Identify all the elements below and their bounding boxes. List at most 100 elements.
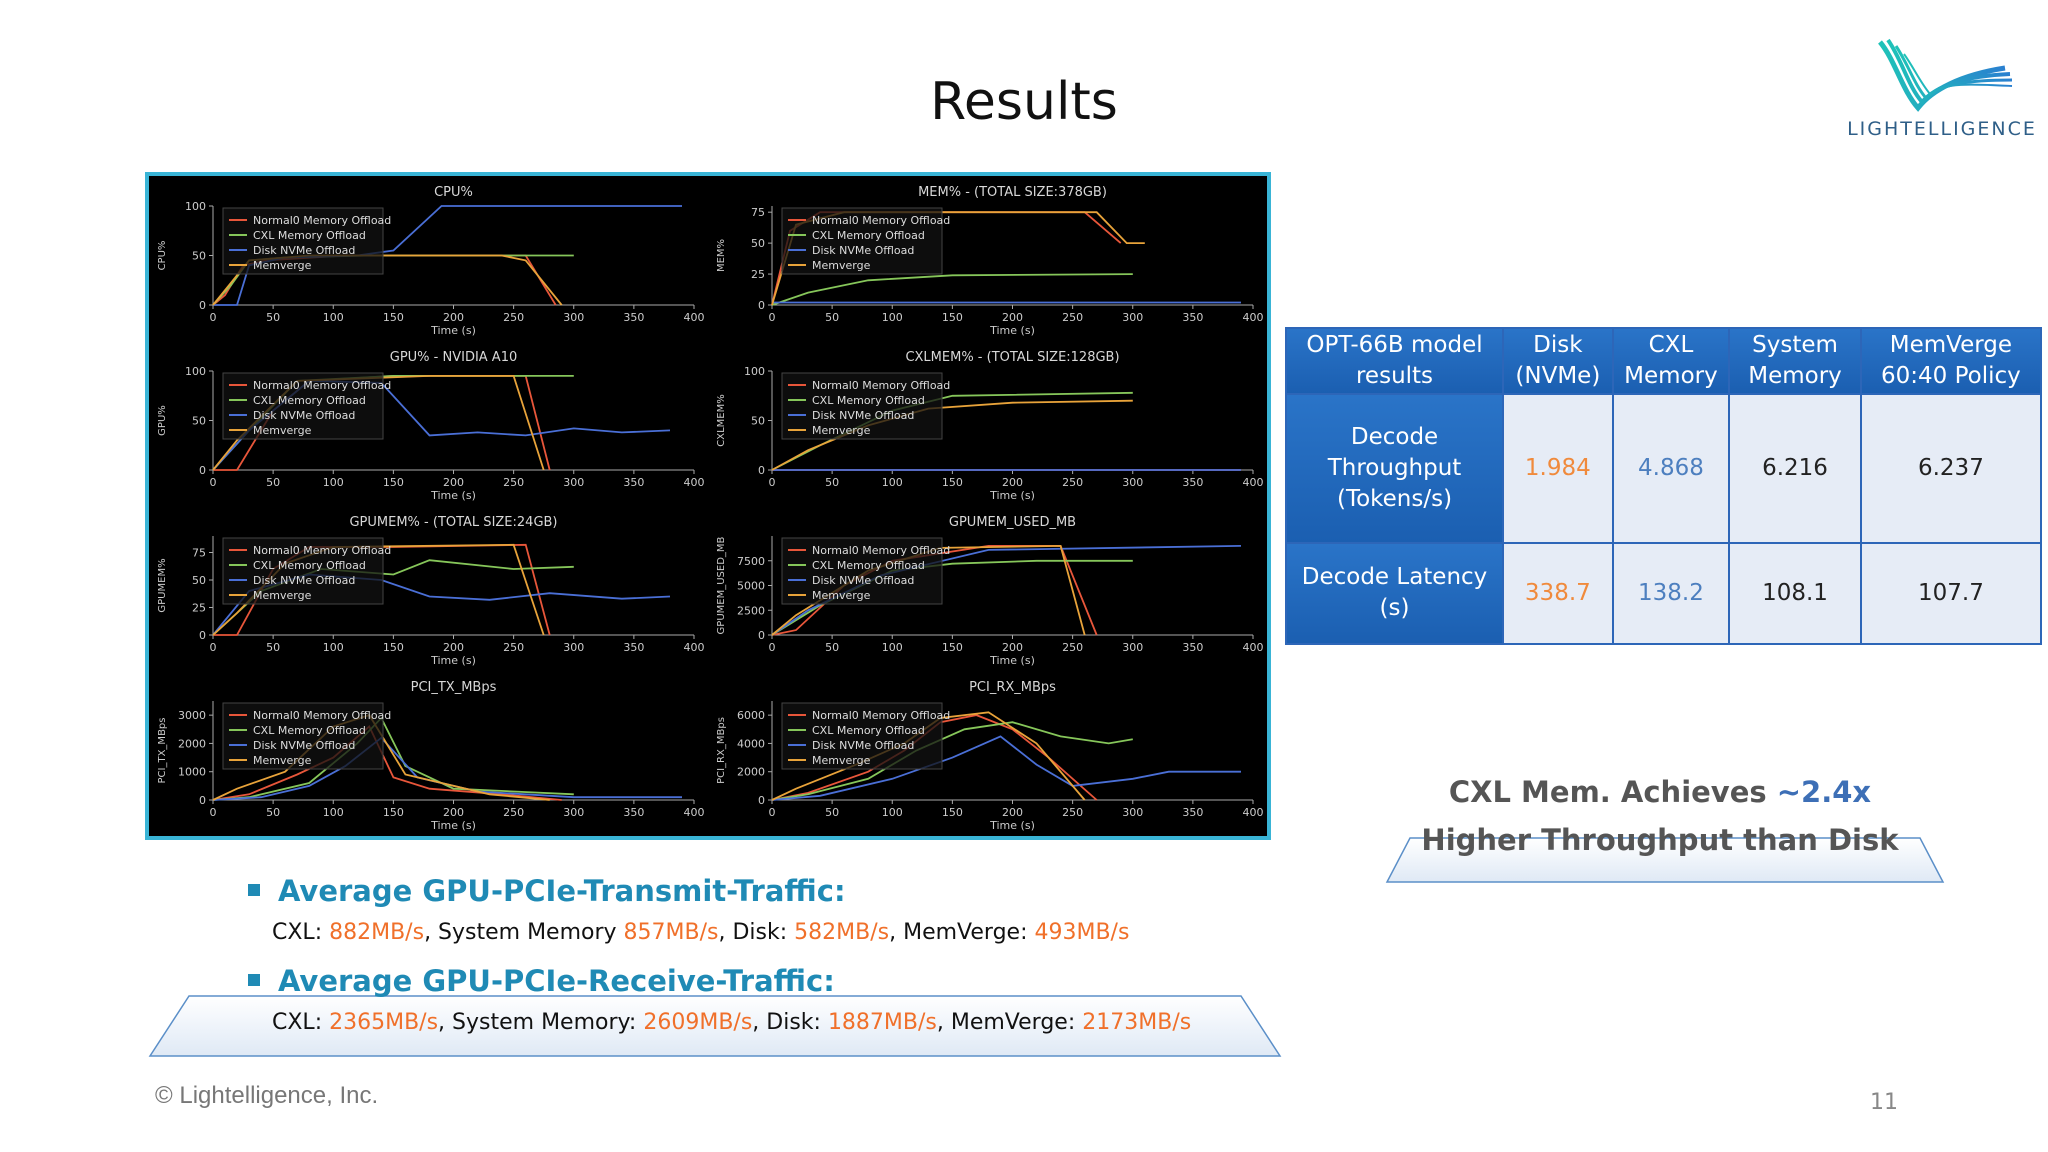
x-tick-label: 150 [383, 641, 404, 654]
x-tick-label: 0 [210, 311, 217, 324]
legend-entry: CXL Memory Offload [253, 724, 366, 737]
legend-entry: Memverge [812, 754, 871, 767]
x-tick-label: 100 [882, 476, 903, 489]
y-tick-label: 100 [744, 365, 765, 378]
y-tick-label: 1000 [178, 766, 206, 779]
x-tick-label: 350 [623, 476, 644, 489]
x-tick-label: 0 [210, 641, 217, 654]
chart-title: MEM% - (TOTAL SIZE:378GB) [918, 185, 1107, 200]
receive-traffic-heading: Average GPU-PCIe-Receive-Traffic: [248, 964, 835, 998]
legend-box [222, 537, 384, 605]
x-tick-label: 250 [503, 806, 524, 819]
legend-entry: Disk NVMe Offload [253, 739, 355, 752]
x-tick-label: 250 [1062, 311, 1083, 324]
table-row: Decode Throughput (Tokens/s) 1.984 4.868… [1284, 393, 2043, 544]
chart-panel: PCI_TX_MBps 0 50 100 150 200 250 300 350 400 0 1000… [157, 680, 705, 832]
y-tick-label: 0 [758, 629, 765, 642]
traffic-label: , MemVerge: [889, 920, 1035, 945]
y-tick-label: 2000 [178, 737, 206, 750]
traffic-label: , Disk: [718, 920, 795, 945]
slide-title: Results [930, 72, 1118, 132]
lightelligence-logo-icon [1878, 38, 2013, 112]
x-axis-label: Time (s) [989, 819, 1035, 832]
bullet-square-icon [248, 884, 260, 896]
results-table: OPT-66B model results Disk (NVMe) CXL Me… [1284, 327, 2043, 646]
traffic-value: 493MB/s [1034, 920, 1130, 945]
x-tick-label: 350 [623, 806, 644, 819]
x-tick-label: 400 [1243, 641, 1264, 654]
x-tick-label: 300 [563, 311, 584, 324]
x-tick-label: 350 [623, 641, 644, 654]
y-tick-label: 0 [758, 794, 765, 807]
chart-panel: GPU% - NVIDIA A10 0 50 100 150 200 250 300 350 40… [157, 350, 705, 502]
x-tick-label: 350 [1182, 641, 1203, 654]
y-tick-label: 0 [199, 629, 206, 642]
x-tick-label: 100 [323, 806, 344, 819]
y-tick-label: 50 [751, 237, 765, 250]
series-line [771, 721, 1133, 801]
legend-entry: Normal0 Memory Offload [253, 709, 391, 722]
x-tick-label: 300 [1122, 806, 1143, 819]
row-label: Decode Latency (s) [1284, 541, 1505, 646]
x-tick-label: 0 [210, 476, 217, 489]
y-axis-label: GPUMEM% [157, 558, 168, 612]
x-tick-label: 100 [323, 311, 344, 324]
x-tick-label: 50 [266, 641, 280, 654]
x-tick-label: 200 [443, 311, 464, 324]
legend-entry: CXL Memory Offload [812, 394, 925, 407]
y-tick-label: 100 [185, 200, 206, 213]
x-axis-label: Time (s) [989, 324, 1035, 337]
x-tick-label: 350 [1182, 476, 1203, 489]
y-tick-label: 4000 [737, 737, 765, 750]
x-tick-label: 150 [942, 806, 963, 819]
x-tick-label: 400 [1243, 806, 1264, 819]
series-line [771, 273, 1133, 306]
legend-box [781, 702, 943, 770]
traffic-label: , System Memory [424, 920, 624, 945]
table-cell: 138.2 [1611, 541, 1731, 646]
legend-box [222, 372, 384, 440]
traffic-banner-shape [148, 995, 1282, 1057]
x-tick-label: 400 [684, 476, 705, 489]
legend-entry: Normal0 Memory Offload [812, 544, 950, 557]
x-tick-label: 50 [266, 476, 280, 489]
x-tick-label: 300 [563, 641, 584, 654]
legend-entry: Memverge [253, 259, 312, 272]
y-tick-label: 50 [192, 415, 206, 428]
x-tick-label: 150 [942, 476, 963, 489]
traffic-value: 582MB/s [794, 920, 890, 945]
x-tick-label: 250 [1062, 476, 1083, 489]
table-cell: 1.984 [1502, 393, 1614, 544]
y-axis-label: MEM% [716, 239, 727, 272]
y-axis-label: GPUMEM_USED_MB [716, 536, 727, 634]
legend-entry: CXL Memory Offload [253, 229, 366, 242]
chart-panel: CXLMEM% - (TOTAL SIZE:128GB) 0 50 100 150 200… [716, 350, 1264, 502]
table-cell: 4.868 [1611, 393, 1731, 544]
legend-entry: Disk NVMe Offload [253, 244, 355, 257]
x-tick-label: 0 [210, 806, 217, 819]
x-tick-label: 300 [563, 476, 584, 489]
x-tick-label: 50 [825, 806, 839, 819]
y-tick-label: 25 [751, 268, 765, 281]
x-axis-label: Time (s) [430, 654, 476, 667]
traffic-label: CXL: [272, 1010, 330, 1035]
x-tick-label: 250 [1062, 806, 1083, 819]
traffic-value: 2609MB/s [643, 1010, 753, 1035]
legend-entry: CXL Memory Offload [253, 559, 366, 572]
y-axis-label: PCI_RX_MBps [716, 717, 727, 784]
x-tick-label: 200 [1002, 641, 1023, 654]
bullet-square-icon [248, 974, 260, 986]
legend-entry: Normal0 Memory Offload [812, 379, 950, 392]
x-tick-label: 50 [825, 641, 839, 654]
legend-box [781, 537, 943, 605]
x-tick-label: 300 [1122, 311, 1143, 324]
legend-entry: Memverge [812, 589, 871, 602]
legend-entry: Disk NVMe Offload [812, 739, 914, 752]
header-cell: MemVerge 60:40 Policy [1859, 327, 2043, 395]
x-tick-label: 400 [1243, 311, 1264, 324]
y-tick-label: 3000 [178, 709, 206, 722]
y-tick-label: 75 [192, 547, 206, 560]
x-axis-label: Time (s) [989, 489, 1035, 502]
x-tick-label: 200 [1002, 311, 1023, 324]
